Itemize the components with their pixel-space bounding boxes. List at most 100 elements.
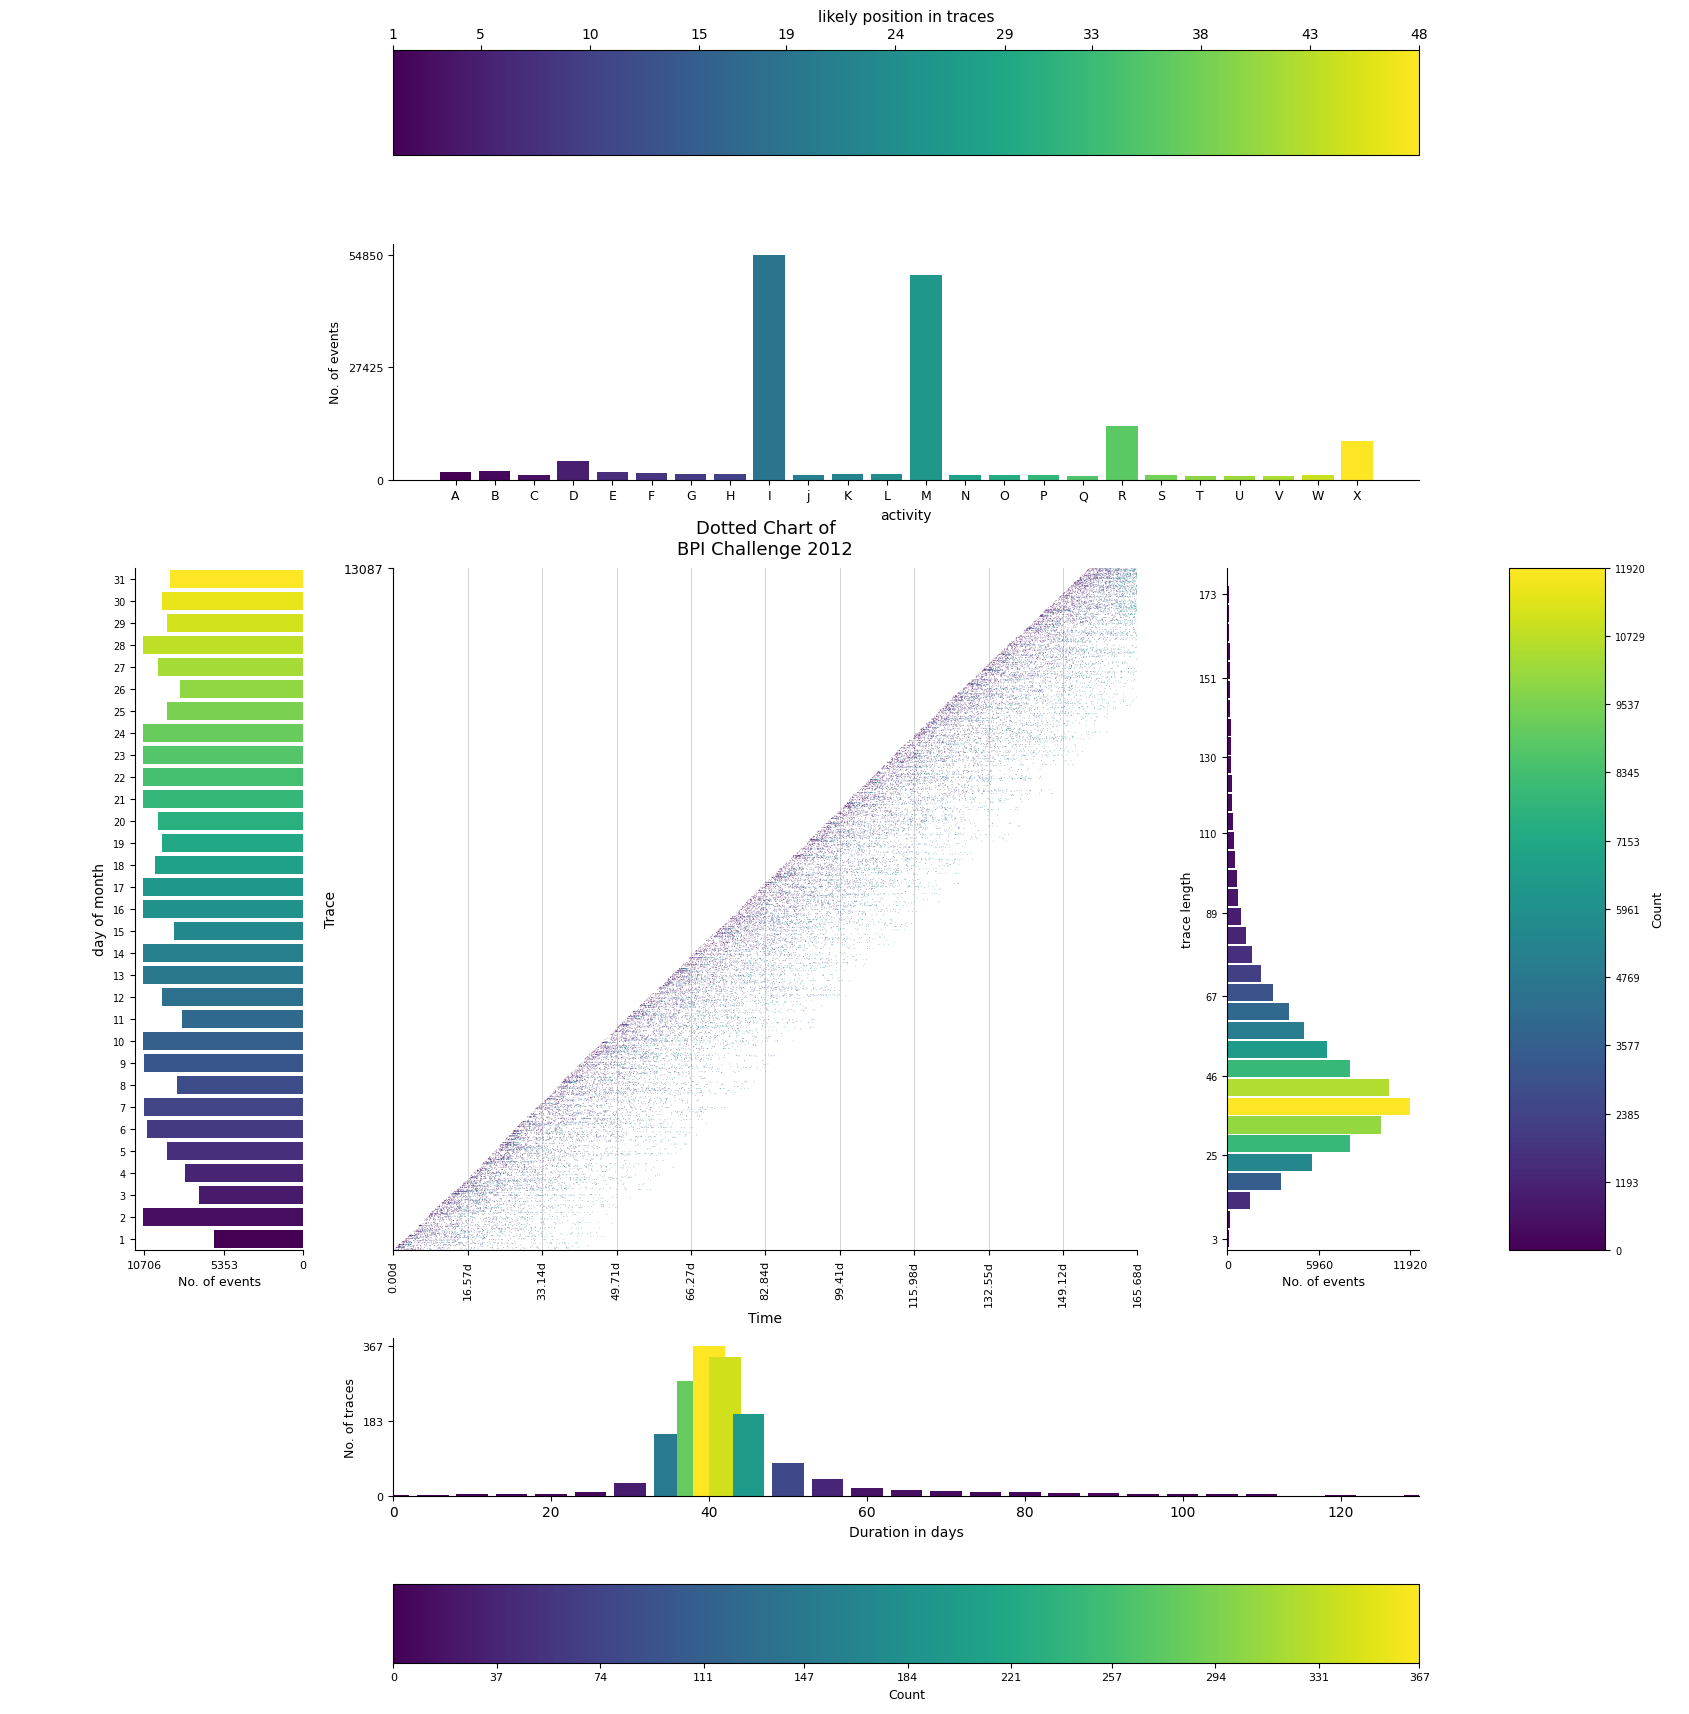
- Point: [775, 920, 802, 948]
- Point: [743, 883, 770, 910]
- Point: [443, 1190, 470, 1217]
- Point: [993, 644, 1020, 672]
- Point: [660, 1004, 687, 1032]
- Point: [608, 1025, 635, 1052]
- Point: [1088, 595, 1115, 622]
- Point: [760, 912, 787, 939]
- Point: [1059, 586, 1086, 614]
- Point: [708, 965, 735, 992]
- Point: [463, 1188, 490, 1215]
- Point: [926, 807, 953, 835]
- Point: [934, 689, 961, 716]
- Point: [1081, 593, 1108, 620]
- Point: [427, 1196, 454, 1224]
- Point: [985, 787, 1012, 814]
- Point: [780, 914, 807, 941]
- Point: [1073, 713, 1100, 740]
- Point: [689, 984, 716, 1011]
- Point: [1035, 648, 1062, 675]
- Point: [752, 879, 779, 907]
- Point: [591, 1124, 618, 1152]
- Point: [802, 840, 829, 867]
- Point: [706, 992, 733, 1020]
- Point: [495, 1135, 522, 1162]
- Point: [836, 790, 863, 818]
- Point: [600, 1025, 627, 1052]
- Point: [637, 1015, 664, 1042]
- Point: [917, 723, 944, 751]
- Point: [1086, 557, 1113, 584]
- Point: [551, 1106, 578, 1133]
- Point: [829, 927, 856, 955]
- Point: [990, 677, 1017, 704]
- Point: [596, 1150, 623, 1178]
- Point: [985, 747, 1012, 775]
- Point: [959, 686, 986, 713]
- Point: [904, 759, 931, 787]
- Point: [757, 905, 784, 932]
- Point: [711, 936, 738, 963]
- Point: [1012, 686, 1039, 713]
- Point: [1049, 602, 1076, 629]
- Point: [1030, 667, 1057, 694]
- Point: [503, 1155, 530, 1183]
- Point: [547, 1080, 574, 1107]
- Point: [581, 1068, 608, 1095]
- Point: [486, 1131, 513, 1159]
- Point: [714, 924, 741, 951]
- Point: [846, 812, 873, 840]
- Point: [833, 807, 860, 835]
- Point: [1024, 615, 1051, 643]
- Point: [540, 1080, 568, 1107]
- Point: [814, 807, 841, 835]
- Point: [953, 674, 980, 701]
- Point: [692, 989, 720, 1016]
- Point: [914, 725, 941, 752]
- Point: [453, 1205, 480, 1232]
- Point: [595, 1040, 622, 1068]
- Point: [1115, 560, 1142, 588]
- Point: [708, 967, 735, 994]
- Point: [507, 1140, 534, 1167]
- Point: [939, 764, 966, 792]
- Point: [747, 902, 774, 929]
- Point: [610, 1011, 637, 1039]
- Point: [527, 1188, 554, 1215]
- Point: [584, 1111, 611, 1138]
- Point: [958, 668, 985, 696]
- Point: [834, 795, 861, 823]
- Point: [557, 1124, 584, 1152]
- Point: [877, 799, 904, 826]
- Point: [1074, 583, 1101, 610]
- Point: [1025, 723, 1052, 751]
- Point: [829, 878, 856, 905]
- Point: [914, 776, 941, 804]
- Point: [997, 632, 1024, 660]
- Point: [505, 1114, 532, 1142]
- Point: [824, 812, 851, 840]
- Point: [811, 905, 838, 932]
- Point: [1013, 680, 1040, 708]
- Point: [422, 1219, 449, 1246]
- Point: [956, 708, 983, 735]
- Point: [978, 648, 1005, 675]
- Point: [1057, 617, 1084, 644]
- Point: [893, 799, 921, 826]
- Point: [508, 1119, 535, 1147]
- Point: [714, 1003, 741, 1030]
- Point: [1103, 555, 1130, 583]
- Point: [681, 967, 708, 994]
- Point: [410, 1219, 437, 1246]
- Point: [500, 1167, 527, 1195]
- Point: [929, 855, 956, 883]
- Point: [581, 1052, 608, 1080]
- Point: [914, 715, 941, 742]
- Point: [843, 799, 870, 826]
- Point: [1088, 638, 1115, 665]
- Point: [665, 972, 692, 999]
- Point: [672, 992, 699, 1020]
- Point: [895, 756, 922, 783]
- Point: [758, 864, 785, 891]
- Point: [861, 867, 888, 895]
- Point: [1071, 650, 1098, 677]
